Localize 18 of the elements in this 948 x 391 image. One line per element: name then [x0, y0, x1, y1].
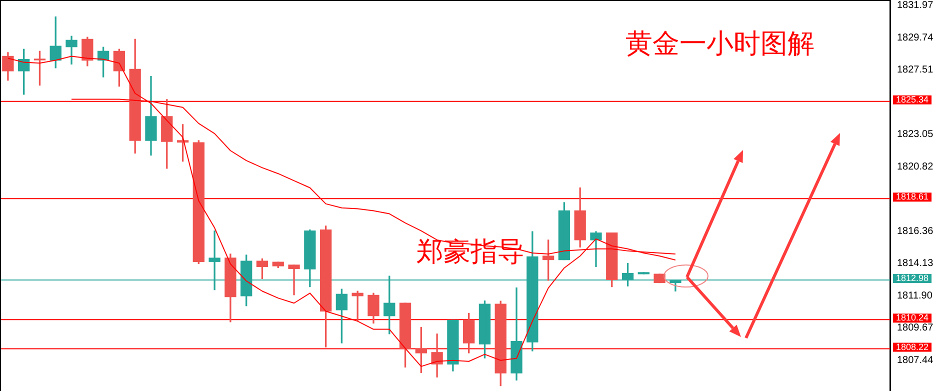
- y-tick-label: 1809.67: [897, 322, 934, 334]
- candlestick: [272, 262, 284, 268]
- ref-line-label: 1808.22: [896, 342, 929, 352]
- candlestick: [654, 274, 666, 284]
- y-tick-label: 1829.74: [897, 32, 934, 44]
- y-tick-label: 1811.90: [897, 290, 933, 302]
- ref-line-label: 1812.98: [896, 272, 929, 283]
- y-tick-label: 1831.97: [897, 0, 934, 12]
- y-tick-label: 1827.51: [897, 64, 934, 76]
- y-tick-label: 1816.36: [897, 226, 934, 237]
- y-tick-label: 1820.82: [897, 161, 934, 172]
- ref-line-label: 1818.61: [896, 192, 929, 202]
- ref-line-label: 1810.24: [896, 312, 929, 323]
- text: 黄金一小时图解: [626, 28, 815, 58]
- ref-line-label: 1825.34: [896, 94, 929, 104]
- y-tick-label: 1823.05: [897, 129, 934, 140]
- y-tick-label: 1807.44: [897, 354, 934, 366]
- y-tick-label: 1814.13: [897, 258, 934, 270]
